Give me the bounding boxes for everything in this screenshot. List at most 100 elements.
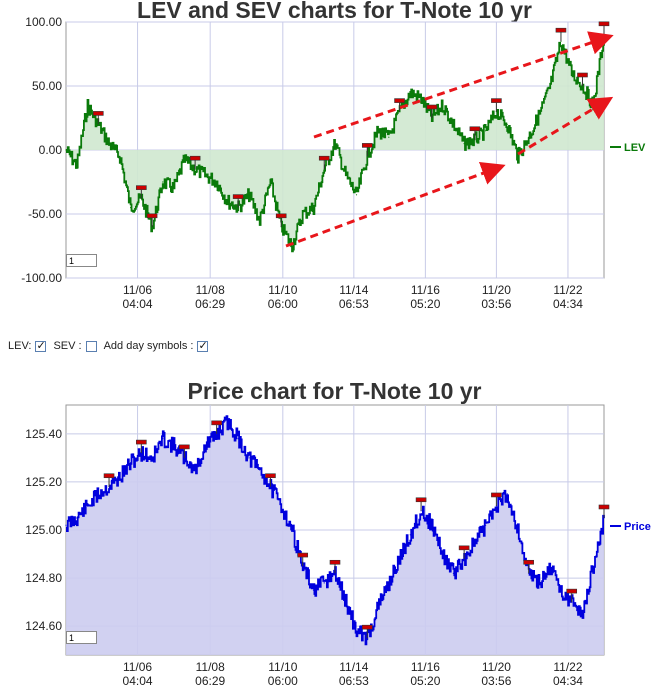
data-point	[76, 164, 78, 166]
x-tick-label: 05:20	[410, 297, 440, 311]
day-symbol-marker	[136, 185, 147, 199]
data-point	[97, 493, 99, 495]
data-point	[442, 553, 444, 555]
marker-flag	[566, 588, 578, 594]
marker-flag	[189, 155, 201, 161]
day-symbol-marker	[318, 155, 330, 170]
marker-flag	[146, 213, 158, 219]
day-symbol-marker	[577, 72, 588, 86]
x-tick-label: 06:53	[339, 674, 369, 688]
data-point	[345, 601, 347, 603]
trend-arrow	[517, 96, 614, 156]
data-point	[312, 589, 315, 591]
day-symbol-marker	[415, 497, 427, 511]
data-point	[334, 143, 336, 145]
data-point	[86, 104, 89, 106]
day-symbol-marker	[92, 111, 104, 125]
sev-checkbox[interactable]	[85, 340, 97, 352]
data-point	[86, 505, 89, 507]
price-range-input[interactable]: 1	[66, 631, 97, 644]
x-tick-label: 06:00	[268, 297, 298, 311]
x-tick-label: 04:34	[553, 674, 583, 688]
day-symbol-marker	[189, 155, 201, 170]
marker-flag	[265, 473, 276, 479]
x-tick-label: 06:53	[339, 297, 369, 311]
marker-flag	[491, 98, 502, 103]
series-line	[66, 34, 605, 253]
x-tick-label: 03:56	[481, 297, 511, 311]
marker-flag	[92, 111, 104, 116]
x-tick-label: 11/14	[339, 660, 368, 674]
marker-flag	[232, 194, 244, 199]
day-symbol-marker	[394, 98, 405, 112]
day-symbol-marker	[361, 624, 373, 639]
day-symbol-marker	[103, 473, 115, 487]
day-symbol-marker	[491, 492, 502, 506]
data-point	[485, 130, 487, 132]
data-point	[485, 524, 487, 526]
x-tick-label: 04:04	[123, 674, 153, 688]
marker-flag	[318, 155, 330, 161]
series-fill	[66, 34, 604, 252]
data-point	[119, 476, 121, 478]
price-chart-title: Price chart for T-Note 10 yr	[187, 378, 482, 404]
day-symbol-marker	[491, 98, 502, 112]
data-point	[571, 72, 573, 74]
data-point	[269, 181, 271, 183]
marker-flag	[555, 27, 567, 33]
y-tick-label: 125.00	[25, 523, 62, 537]
data-point	[377, 606, 379, 608]
data-point	[517, 155, 519, 157]
day-symbol-marker	[523, 559, 534, 574]
x-tick-label: 11/16	[411, 283, 440, 297]
marker-flag	[469, 126, 481, 132]
y-tick-label: 125.40	[25, 427, 62, 441]
data-point	[517, 529, 519, 531]
x-tick-label: 11/08	[196, 660, 225, 674]
legend-label: Price	[624, 521, 651, 533]
marker-flag	[136, 185, 147, 190]
data-point	[431, 524, 433, 526]
data-point	[355, 630, 358, 632]
data-point	[388, 136, 390, 138]
y-tick-label: 50.00	[32, 79, 62, 93]
data-point	[173, 187, 175, 189]
data-point	[377, 130, 379, 132]
lev-chart-title: LEV and SEV charts for T-Note 10 yr	[137, 0, 532, 23]
data-point	[355, 194, 358, 196]
data-point	[248, 457, 250, 459]
x-tick-label: 11/06	[123, 660, 152, 674]
data-point	[291, 529, 293, 531]
x-tick-label: 11/20	[482, 283, 511, 297]
data-point	[162, 438, 164, 440]
data-point	[399, 558, 401, 560]
data-point	[226, 421, 228, 423]
day-symbol-marker	[136, 439, 147, 454]
legend-label: LEV	[624, 142, 646, 154]
marker-flag	[136, 439, 147, 445]
day-symbol-marker	[426, 104, 438, 118]
lev-chart: 100.0050.000.00-50.00-100.0011/0604:0411…	[21, 15, 646, 311]
sev-checkbox-label: SEV :	[53, 340, 82, 352]
marker-flag	[329, 559, 341, 565]
data-point	[108, 143, 110, 145]
marker-flag	[491, 492, 502, 498]
day-symbol-marker	[555, 27, 567, 42]
data-point	[528, 136, 530, 138]
data-point	[388, 582, 390, 584]
lev-range-input[interactable]: 1	[66, 254, 97, 267]
y-tick-label: 124.80	[25, 571, 62, 585]
data-point	[248, 194, 250, 196]
lev-checkbox-label: LEV:	[8, 340, 32, 352]
lev-checkbox[interactable]	[35, 339, 47, 352]
data-point	[592, 565, 594, 567]
data-point	[65, 524, 67, 526]
x-tick-label: 04:04	[123, 297, 153, 311]
marker-flag	[523, 559, 534, 565]
day-symbols-checkbox[interactable]	[197, 339, 209, 352]
marker-flag	[415, 497, 427, 503]
day-symbol-marker	[458, 545, 470, 559]
data-point	[119, 155, 121, 157]
marker-flag	[179, 444, 190, 450]
data-point	[549, 85, 551, 87]
